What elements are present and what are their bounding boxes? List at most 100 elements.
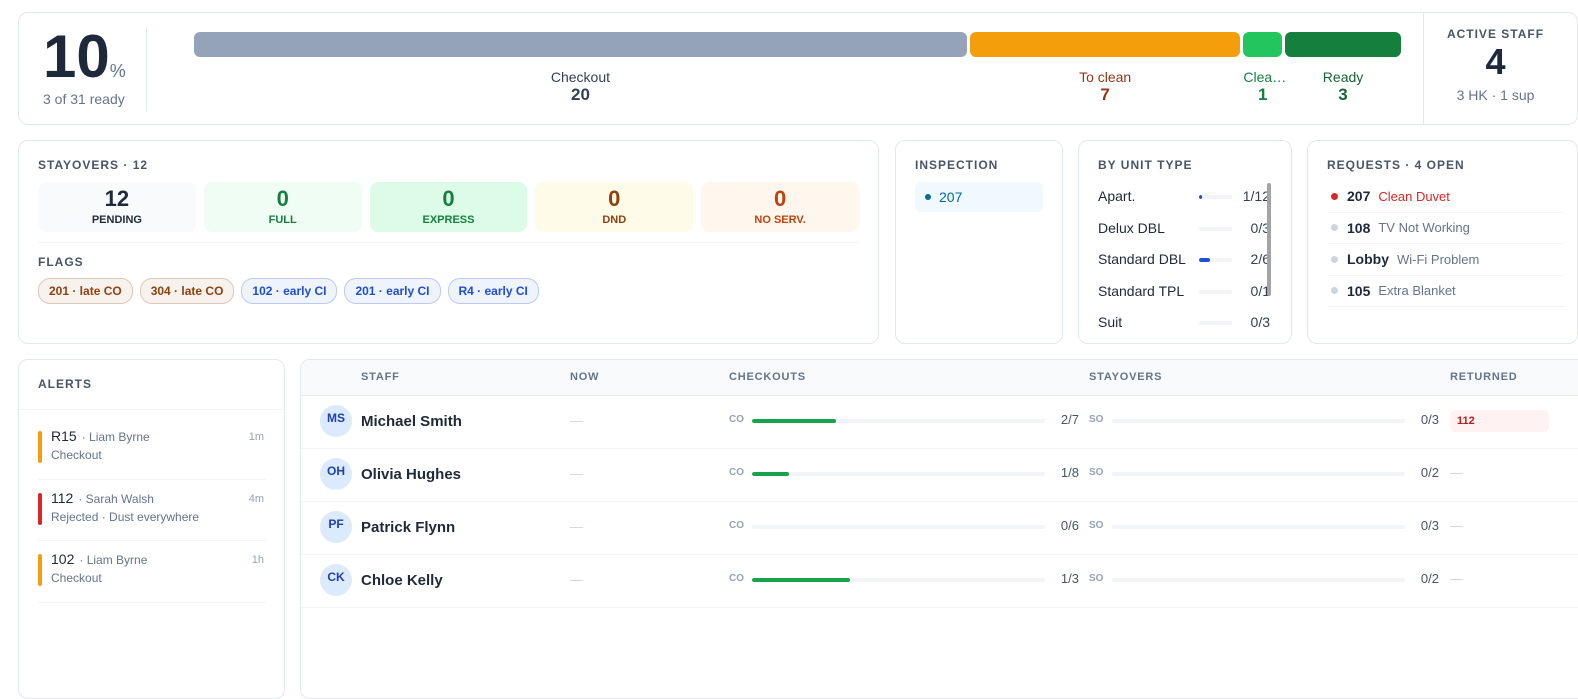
percent: 10 [43,23,110,90]
unit-bar [1199,289,1232,294]
stat-tile: 0 FULL [203,182,362,232]
status-count: 3 [1338,85,1348,104]
inspection-card: INSPECTION 207 [895,140,1063,344]
request-room: 108 [1347,219,1371,236]
alert-time: 1m [248,431,264,443]
tile-value: 0 [773,186,787,211]
separator [38,242,859,243]
request-room: Lobby [1347,251,1389,268]
staff-name: Chloe Kelly [361,572,443,589]
ready-percent: 10% [43,23,126,105]
requests-card: REQUESTS · 4 OPEN 207 Clean Duvet 108 TV No… [1307,140,1578,344]
unit-row: Delux DBL 0/3 [1098,213,1272,245]
tile-value: 12 [104,186,130,211]
progress-fill [752,419,836,423]
request-room: 207 [1347,188,1371,205]
progress-fill [752,578,850,582]
progress-ratio: 2/7 [1060,412,1079,427]
progress-bar [752,525,1045,529]
status-count: 1 [1258,85,1268,104]
staff-name: Patrick Flynn [361,519,456,536]
staff-row: CK Chloe Kelly — CO 1/3 SO 0/2 — [301,555,1578,608]
unit-name: Delux DBL [1098,219,1165,236]
unit-row: Apart. 1/12 [1098,181,1272,213]
tile-value: 0 [442,186,455,211]
progress-tag: CO [729,573,744,584]
progress-bar [1112,419,1405,423]
inspection-list: 207 [915,182,1043,212]
status-count: 20 [570,85,590,104]
alert-head: 102 · Liam Byrne [51,551,147,567]
percent-unit: % [109,61,126,81]
status-count: 7 [1100,85,1110,104]
dot [1331,224,1338,232]
staff-card: STAFF NOW CHECKOUTS STAYOVERS RETURNED MS Mic… [300,359,1578,699]
progress-tag: SO [1089,573,1104,584]
unit-name: Standard DBL [1098,251,1186,267]
returned: — [1450,465,1463,480]
request-row: 105 Extra Blanket [1327,276,1565,307]
progress-bar [1112,578,1405,582]
alert-row: R15 · Liam Byrne 1m Checkout [38,418,266,480]
alerts-card: ALERTS R15 · Liam Byrne 1m Checkout 112 · Sar… [18,359,285,699]
alert-room: R15 [51,428,77,444]
avatar: CK [320,564,352,596]
alert-head: R15 · Liam Byrne [51,428,150,444]
unit-ratio: 0/3 [1250,219,1270,236]
request-text: Wi-Fi Problem [1397,251,1480,267]
table-header: STAFF NOW CHECKOUTS STAYOVERS RETURNED [301,360,1578,396]
unit-ratio: 0/3 [1250,314,1270,330]
column-header: NOW [570,371,600,383]
flag-chip: 201 · early CI [344,278,441,304]
staff-row: MS Michael Smith — CO 2/7 SO 0/3 112 [301,396,1578,449]
tile-value: 0 [276,186,289,211]
status-label: Checkout [550,69,611,85]
progress-bar [1112,472,1405,476]
flags-title: FLAGS [38,255,84,269]
progress-ratio: 0/2 [1420,571,1439,586]
stat-tile: 12 PENDING [38,182,196,232]
status-segment: Ready 3 [1285,32,1401,105]
unit-bar [1199,226,1232,231]
status-segment: To clean 7 [969,32,1241,105]
stat-tile: 0 NO SERV. [701,182,859,232]
alert-detail: Checkout [51,448,102,462]
unit-fill [1199,195,1202,199]
active-staff-detail: 3 HK · 1 sup [1456,87,1535,103]
active-staff-count: 4 [1485,41,1506,82]
progress-ratio: 0/6 [1060,518,1079,533]
status-fill [194,32,967,57]
request-row: 108 TV Not Working [1327,213,1565,244]
status-segment: Checkout 20 [194,32,967,105]
now-status: — [570,466,583,481]
now-status: — [570,572,583,587]
returned: — [1450,518,1463,533]
progress-tag: SO [1089,520,1104,531]
stayovers-title: STAYOVERS · 12 [38,158,149,172]
flag-chip: 304 · late CO [139,278,235,304]
progress-tag: CO [729,414,744,425]
returned: — [1450,571,1463,586]
unit-fill [1199,258,1210,262]
tile-value: 0 [608,186,621,211]
progress-ratio: 0/3 [1420,412,1439,427]
alert-accent [38,492,42,525]
tile-label: NO SERV. [754,214,806,226]
alert-row: 102 · Liam Byrne 1h Checkout [38,541,266,603]
table-body: MS Michael Smith — CO 2/7 SO 0/3 112 OH Olivia Hu… [301,396,1578,608]
alert-accent [38,554,42,586]
alert-time: 4m [248,492,264,505]
separator [19,409,284,410]
request-text: Extra Blanket [1378,283,1456,299]
alert-staff: · Liam Byrne [79,553,148,567]
ready-caption: 3 of 31 ready [43,91,125,107]
unit-bar [1199,258,1232,262]
tile-label: EXPRESS [422,214,475,226]
scrollbar [1267,183,1271,296]
dot [1331,287,1338,295]
status-fill [1243,32,1283,57]
unit-type-card: BY UNIT TYPE Apart. 1/12 Delux DBL 0/3 Stand… [1078,140,1292,344]
request-row: Lobby Wi-Fi Problem [1327,244,1565,276]
divider [146,27,147,111]
unit-name: Suit [1098,314,1123,330]
